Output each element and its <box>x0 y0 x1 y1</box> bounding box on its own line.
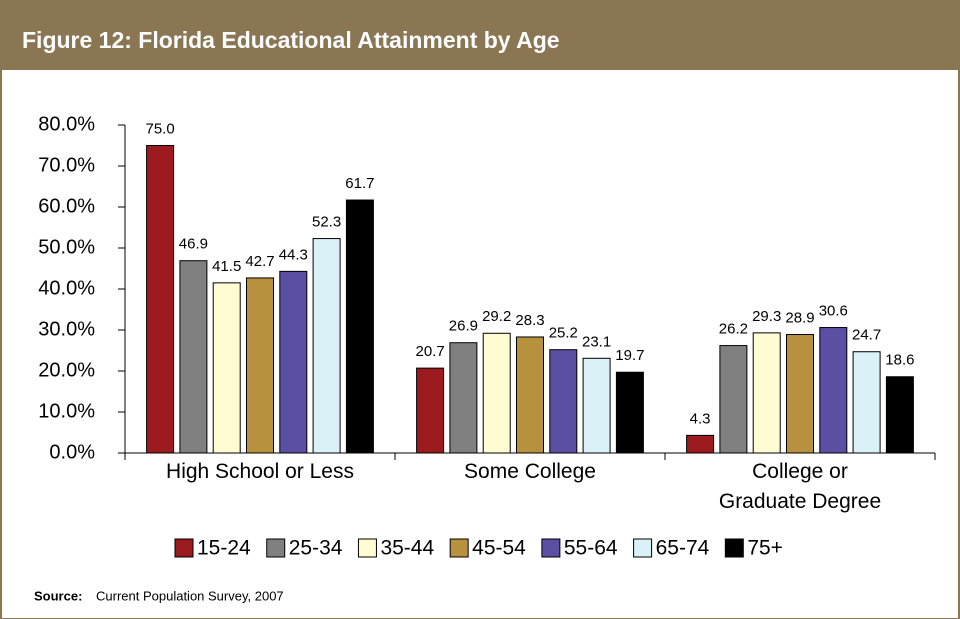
value-label: 28.9 <box>785 309 814 326</box>
bar <box>179 260 208 454</box>
value-label: 41.5 <box>212 258 241 275</box>
value-label: 18.6 <box>885 352 914 369</box>
bar <box>885 376 914 454</box>
legend-swatch <box>541 538 561 558</box>
legend-swatch <box>633 538 653 558</box>
bar <box>416 367 445 454</box>
legend-label: 75+ <box>747 537 783 560</box>
value-label: 61.7 <box>345 175 374 192</box>
bar <box>786 334 814 454</box>
legend-swatch <box>266 538 286 558</box>
source-label: Source: <box>34 588 82 603</box>
y-tick-label: 80.0% <box>38 113 95 135</box>
y-tick-label: 50.0% <box>38 236 95 258</box>
value-label: 29.3 <box>752 308 781 325</box>
value-label: 4.3 <box>690 410 711 427</box>
value-label: 44.3 <box>279 246 308 263</box>
chart-title: Figure 12: Florida Educational Attainmen… <box>22 27 560 53</box>
y-tick-label: 70.0% <box>38 154 95 176</box>
bar <box>686 434 715 454</box>
legend-swatch <box>449 538 469 558</box>
value-label: 25.2 <box>549 325 578 342</box>
legend-swatch <box>724 538 744 558</box>
bar <box>549 349 578 454</box>
bar <box>482 332 511 454</box>
legend-label: 65-74 <box>656 537 710 560</box>
y-tick-label: 10.0% <box>38 400 95 422</box>
x-tick-label: College or Graduate Degree <box>718 460 882 513</box>
legend-label: 15-24 <box>197 537 251 560</box>
bar <box>752 332 781 454</box>
y-tick-label: 20.0% <box>38 359 95 381</box>
y-tick-label: 0.0% <box>49 441 95 463</box>
bar <box>819 327 848 454</box>
source-text: Current Population Survey, 2007 <box>96 588 284 603</box>
x-tick-label: Some College <box>464 460 596 483</box>
bar <box>345 199 374 454</box>
value-label: 26.9 <box>449 318 478 335</box>
bar <box>615 371 644 454</box>
bar <box>279 270 308 454</box>
value-label: 23.1 <box>582 333 611 350</box>
y-tick-label: 60.0% <box>38 195 95 217</box>
value-label: 52.3 <box>312 214 341 231</box>
value-label: 75.0 <box>145 120 174 137</box>
value-label: 26.2 <box>719 321 748 338</box>
bar <box>146 145 175 454</box>
legend-label: 45-54 <box>472 537 526 560</box>
y-tick-label: 40.0% <box>38 277 95 299</box>
value-label: 19.7 <box>615 347 644 364</box>
header <box>0 0 960 70</box>
value-label: 46.9 <box>179 236 208 253</box>
bar <box>312 238 341 454</box>
bar <box>719 345 748 454</box>
value-label: 42.7 <box>245 253 274 270</box>
legend-swatch <box>174 538 194 558</box>
value-label: 30.6 <box>819 303 848 320</box>
value-label: 29.2 <box>482 308 511 325</box>
bar <box>449 342 478 454</box>
y-tick-label: 30.0% <box>38 318 95 340</box>
bar <box>582 357 611 454</box>
bar <box>212 282 241 454</box>
bar <box>246 277 274 454</box>
bar <box>852 351 881 454</box>
bar <box>516 336 544 454</box>
value-label: 20.7 <box>415 343 444 360</box>
legend-label: 25-34 <box>289 537 343 560</box>
legend-label: 55-64 <box>564 537 618 560</box>
value-label: 24.7 <box>852 327 881 344</box>
value-label: 28.3 <box>515 312 544 329</box>
x-tick-label: High School or Less <box>166 460 354 483</box>
legend-label: 35-44 <box>380 537 434 560</box>
legend-swatch <box>357 538 377 558</box>
